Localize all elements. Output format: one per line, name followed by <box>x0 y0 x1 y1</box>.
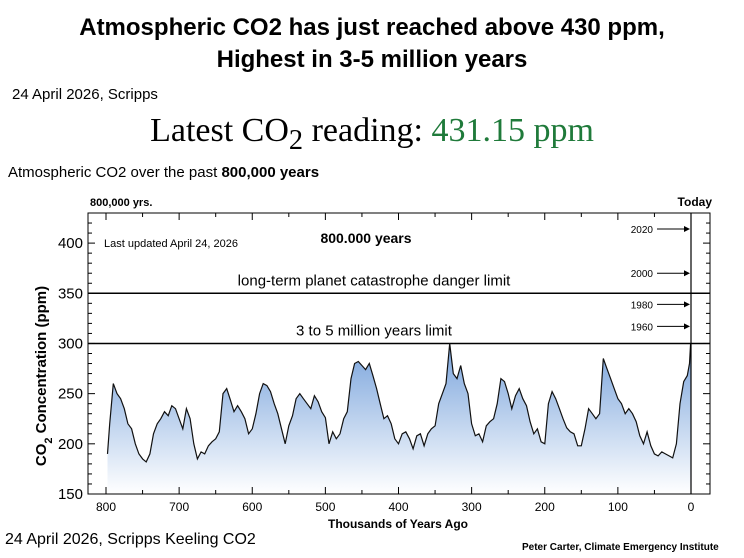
year-marker-label-1960: 1960 <box>631 322 654 333</box>
x-axis-title: Thousands of Years Ago <box>328 517 468 531</box>
headline: Atmospheric CO2 has just reached above 4… <box>0 12 744 76</box>
year-marker-label-1980: 1980 <box>631 300 654 311</box>
reading-suffix: reading: <box>303 112 432 149</box>
y-tick-label-250: 250 <box>58 386 83 403</box>
reference-line-label-350: long-term planet catastrophe danger limi… <box>238 272 511 289</box>
y-axis: 150 200 250 300 350 400 <box>58 212 710 503</box>
reading-subscript: 2 <box>288 124 304 156</box>
year-markers: 2020 2000 1980 1960 <box>631 225 690 333</box>
reading-prefix: Latest CO <box>150 112 289 149</box>
co2-chart: long-term planet catastrophe danger limi… <box>33 195 713 531</box>
x-tick-label-300: 300 <box>462 500 482 514</box>
y-tick-label-200: 200 <box>58 436 83 453</box>
headline-line-2: Highest in 3-5 million years <box>216 46 528 73</box>
y-tick-label-400: 400 <box>58 235 83 252</box>
reference-line-label-300: 3 to 5 million years limit <box>296 322 453 339</box>
center-label: 800.000 years <box>320 230 411 246</box>
co2-series-line <box>106 343 692 463</box>
y-tick-label-350: 350 <box>58 285 83 302</box>
x-tick-label-0: 0 <box>688 500 695 514</box>
y-tick-label-300: 300 <box>58 335 83 352</box>
reference-lines: long-term planet catastrophe danger limi… <box>88 272 710 345</box>
year-marker-label-2000: 2000 <box>631 269 654 280</box>
last-updated-label: Last updated April 24, 2026 <box>104 238 238 250</box>
subtitle-bold: 800,000 years <box>221 164 320 181</box>
label-today: Today <box>678 195 713 209</box>
x-tick-label-400: 400 <box>388 500 408 514</box>
y-axis-title: CO2 Concentration (ppm) <box>33 286 55 466</box>
year-marker-arrowhead-2020 <box>684 226 690 233</box>
co2-area-fill <box>107 343 691 494</box>
year-marker-arrowhead-1980 <box>684 301 690 308</box>
headline-line-1: Atmospheric CO2 has just reached above 4… <box>79 14 665 41</box>
date-source-bottom: 24 April 2026, Scripps Keeling CO2 <box>5 531 256 548</box>
credit-line: Peter Carter, Climate Emergency Institut… <box>522 542 719 553</box>
y-tick-label-150: 150 <box>58 486 83 503</box>
label-800k-years: 800,000 yrs. <box>90 197 152 209</box>
year-marker-arrowhead-1960 <box>684 323 690 330</box>
x-tick-label-500: 500 <box>315 500 335 514</box>
latest-reading: Latest CO2 reading: 431.15 ppm <box>0 112 744 157</box>
y-axis-title-sub: 2 <box>43 438 55 444</box>
x-tick-label-100: 100 <box>608 500 628 514</box>
y-axis-title-post: Concentration (ppm) <box>33 286 50 438</box>
year-marker-arrowhead-2000 <box>684 270 690 277</box>
x-tick-label-800: 800 <box>96 500 116 514</box>
x-tick-label-200: 200 <box>535 500 555 514</box>
subtitle-text: Atmospheric CO2 over the past <box>8 164 222 181</box>
x-tick-label-600: 600 <box>242 500 262 514</box>
x-tick-label-700: 700 <box>169 500 189 514</box>
y-axis-title-pre: CO <box>33 443 50 466</box>
year-marker-label-2020: 2020 <box>631 225 654 236</box>
chart-subtitle: Atmospheric CO2 over the past 800,000 ye… <box>8 164 319 181</box>
x-axis: 800 700 600 500 400 300 200 100 0 <box>96 213 695 514</box>
date-source-top: 24 April 2026, Scripps <box>12 86 158 103</box>
reading-value: 431.15 ppm <box>431 112 594 149</box>
